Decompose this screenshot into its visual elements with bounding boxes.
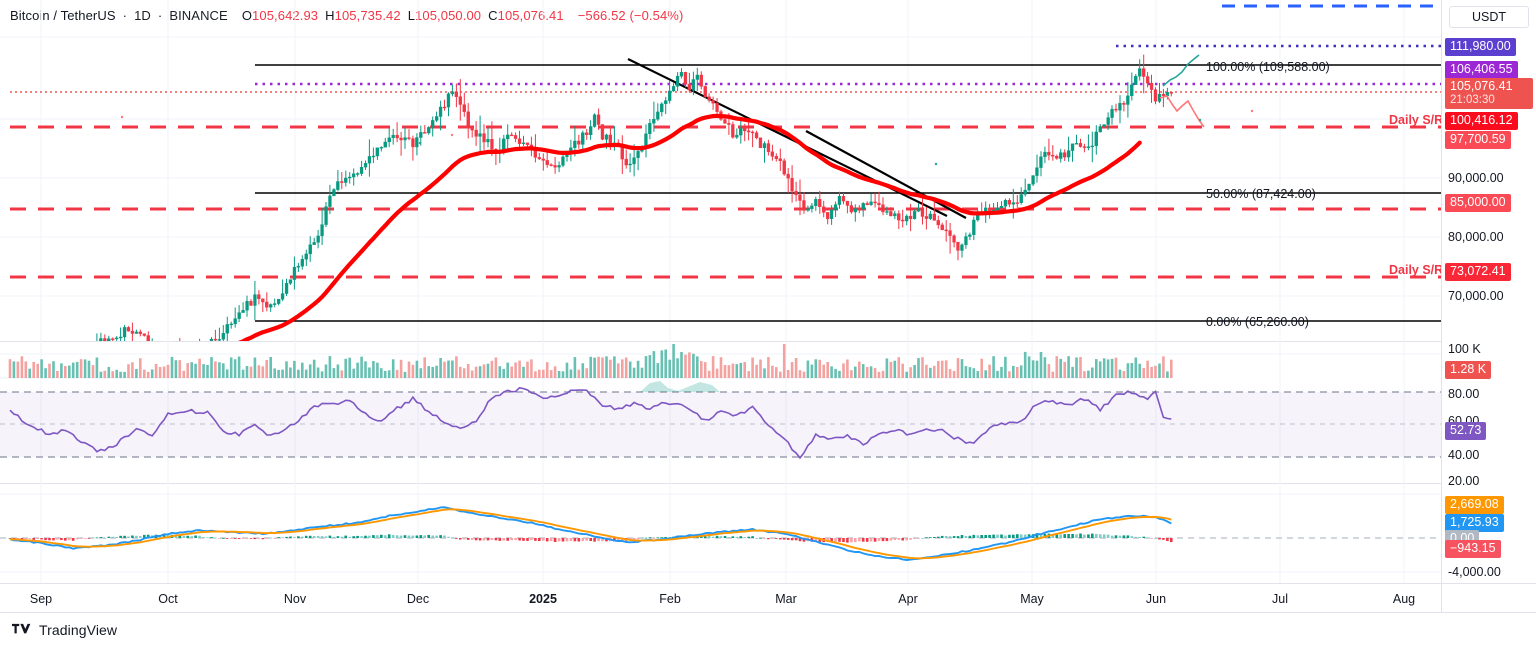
last-price-countdown: 21:03:30 [1450, 94, 1495, 107]
rsi-tick-1: 80.00 [1448, 387, 1480, 401]
stray-mark-1 [120, 115, 124, 119]
fib-100-label: 100.00% (109,588.00) [1206, 60, 1330, 74]
horizontal-gridlines [0, 36, 1441, 297]
price-tick-0: 90,000.00 [1448, 171, 1504, 185]
time-label-jun: Jun [1145, 592, 1167, 606]
time-label-sep: Sep [29, 592, 53, 606]
stray-mark-2 [450, 133, 454, 137]
legend-low-value: 105,050.00 [415, 8, 482, 23]
time-label-mar: Mar [775, 592, 797, 606]
volume-value[interactable]: 1.28 K [1445, 361, 1492, 380]
pane-separator-1[interactable] [0, 341, 1441, 342]
legend-interval[interactable]: 1D [134, 8, 151, 23]
rsi-tick-3: 40.00 [1448, 448, 1480, 462]
legend-high-value: 105,735.42 [334, 8, 401, 23]
time-label-apr: Apr [898, 592, 918, 606]
rsi-tick-4: 20.00 [1448, 474, 1480, 488]
macd-line-value[interactable]: 1,725.93 [1445, 514, 1504, 533]
rsi-volume-plot [0, 341, 1441, 483]
macd-signal-value[interactable]: 2,669.08 [1445, 496, 1504, 515]
stray-mark-6 [1198, 118, 1202, 122]
time-label-jul: Jul [1272, 592, 1288, 606]
rsi-volume-pane[interactable] [0, 341, 1441, 483]
tradingview-logo-text: TradingView [39, 622, 118, 638]
red-projection-line [1159, 95, 1205, 128]
ma-price[interactable]: 106,406.55 [1445, 61, 1518, 80]
volume-bars [8, 344, 1173, 378]
time-label-may: May [1020, 592, 1044, 606]
ema-price[interactable]: 97,700.59 [1445, 131, 1511, 150]
chart-legend[interactable]: Bitcoin / TetherUS · 1D · BINANCE O105,642.93… [10, 8, 683, 23]
rsi-highlight-fill [640, 381, 720, 392]
stray-mark-4 [934, 162, 938, 166]
sr-level-85000[interactable]: 85,000.00 [1445, 194, 1511, 213]
ema-red-curve [237, 113, 1142, 341]
rsi-line [9, 386, 1172, 460]
time-label-dec: Dec [406, 592, 430, 606]
legend-open-value: 105,642.93 [252, 8, 319, 23]
macd-histogram [8, 533, 1173, 543]
time-label-feb: Feb [659, 592, 681, 606]
legend-change: −566.52 (−0.54%) [577, 8, 684, 23]
macd-hist-value[interactable]: −943.15 [1445, 540, 1501, 559]
time-label-nov: Nov [283, 592, 307, 606]
legend-close-label: C [488, 8, 498, 23]
time-scale[interactable]: Sep Oct Nov Dec 2025 Feb Mar Apr May Jun Jul Aug [0, 583, 1441, 613]
rsi-tick-0: 100 K [1448, 342, 1481, 356]
price-plot [0, 0, 1441, 341]
candlestick-series [96, 54, 1173, 341]
rsi-value[interactable]: 52.73 [1445, 422, 1487, 441]
fib-0-label: 0.00% (65,260.00) [1206, 315, 1309, 329]
legend-exchange[interactable]: BINANCE [169, 8, 228, 23]
legend-high-label: H [325, 8, 335, 23]
time-label-aug: Aug [1392, 592, 1416, 606]
price-scale[interactable]: USDT 90,000.00 80,000.00 70,000.00 100 K 80.… [1441, 0, 1536, 583]
currency-badge[interactable]: USDT [1449, 6, 1529, 28]
time-label-oct: Oct [158, 592, 178, 606]
macd-signal-line [9, 508, 1172, 560]
daily-sr-lower-price[interactable]: 73,072.41 [1445, 263, 1511, 282]
macd-vertical-gridlines [40, 483, 1405, 583]
legend-open-label: O [241, 8, 253, 23]
tradingview-branding: TradingView [12, 622, 117, 638]
legend-sep-2: · [157, 8, 163, 23]
legend-sep-1: · [122, 8, 128, 23]
vertical-gridlines [40, 0, 1405, 341]
daily-sr-upper-label: Daily S/R [1389, 113, 1444, 127]
price-tick-2: 70,000.00 [1448, 289, 1504, 303]
price-tick-1: 80,000.00 [1448, 230, 1504, 244]
stray-mark-5 [1250, 109, 1254, 113]
legend-low-label: L [407, 8, 416, 23]
daily-sr-upper-price[interactable]: 100,416.12 [1445, 112, 1518, 131]
bbands-upper-price[interactable]: 111,980.00 [1445, 38, 1516, 57]
daily-sr-lower-label: Daily S/R [1389, 263, 1444, 277]
stray-mark-3 [418, 141, 422, 145]
macd-pane[interactable] [0, 483, 1441, 583]
tradingview-logo-icon [12, 623, 31, 634]
price-pane[interactable] [0, 0, 1441, 341]
fib-50-label: 50.00% (87,424.00) [1206, 187, 1316, 201]
macd-line [9, 506, 1172, 561]
macd-tick-0: -4,000.00 [1448, 565, 1501, 579]
descending-support-trendline [805, 130, 967, 219]
legend-close-value: 105,076.41 [497, 8, 564, 23]
macd-plot [0, 483, 1441, 583]
legend-symbol[interactable]: Bitcoin / TetherUS [10, 8, 116, 23]
last-price[interactable]: 105,076.41 21:03:30 [1445, 78, 1533, 110]
green-projection-line [1162, 54, 1200, 87]
time-label-2025: 2025 [529, 592, 557, 606]
time-scale-right-stub[interactable] [1441, 583, 1536, 613]
pane-separator-2[interactable] [0, 483, 1441, 484]
